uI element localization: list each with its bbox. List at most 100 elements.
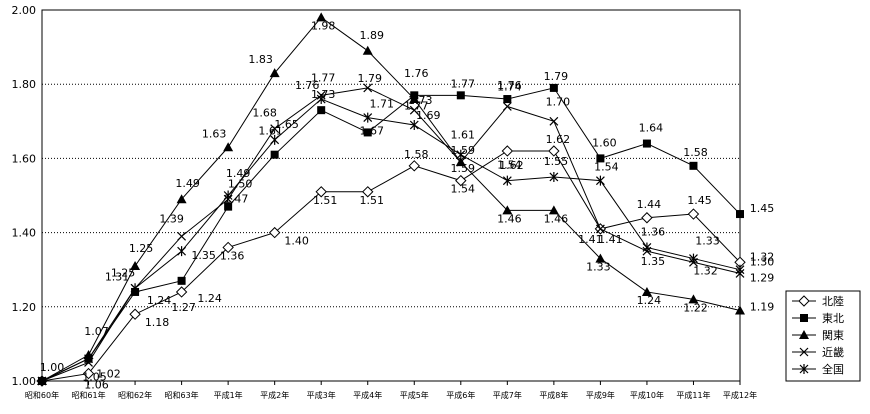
data-point-s5-3 [130, 283, 140, 294]
data-label-s2-12: 1.79 [544, 70, 569, 83]
data-point-s2-12 [549, 83, 558, 92]
data-label-s1-14: 1.44 [637, 198, 662, 211]
data-label-s4-9: 1.73 [408, 94, 433, 107]
data-label-s2-4: 1.27 [171, 301, 196, 314]
data-point-s3-7 [316, 12, 327, 22]
data-point-s3-16 [735, 305, 745, 315]
data-label-s5-16: 1.30 [750, 256, 775, 269]
data-label-s3-9: 1.76 [404, 67, 429, 80]
data-point-s1-3 [129, 308, 141, 320]
data-point-s5-8 [363, 112, 373, 123]
data-label-s1-7: 1.51 [313, 194, 338, 207]
data-label-s3-16: 1.19 [750, 301, 775, 314]
x-tick-label: 昭和61年 [71, 390, 105, 400]
data-label-s1-10: 1.54 [451, 183, 476, 196]
data-point-s1-5 [222, 241, 234, 254]
data-label-s5-12: 1.55 [544, 155, 569, 168]
data-point-s2-7 [317, 106, 326, 115]
data-label-s1-16: 1.32 [750, 250, 775, 263]
data-label-s3-14: 1.24 [637, 294, 662, 307]
data-label-s2-15: 1.58 [683, 146, 708, 159]
data-point-s1-11 [501, 145, 514, 157]
data-label-s1-2: 1.02 [96, 368, 121, 381]
legend-box [785, 290, 861, 382]
data-point-s1-2 [82, 367, 95, 380]
y-tick-label: 1.80 [12, 78, 37, 91]
data-point-s4-12 [549, 116, 559, 126]
data-point-s1-15 [687, 208, 700, 220]
data-label-s1-6: 1.40 [284, 235, 309, 248]
x-tick-label: 平成2年 [260, 390, 289, 400]
x-tick-label: 平成6年 [446, 390, 475, 400]
data-point-s1-10 [455, 174, 467, 187]
data-label-s4-4: 1.39 [159, 212, 184, 225]
legend-marker-4 [799, 347, 809, 357]
y-tick-label: 1.60 [12, 152, 37, 165]
data-label-s2-3: 1.24 [147, 294, 172, 307]
legend-label-5: 全国 [822, 362, 844, 376]
x-tick-label: 平成5年 [400, 390, 429, 400]
data-point-s3-11 [502, 205, 513, 215]
legend-label-2: 東北 [822, 312, 844, 325]
data-label-s3-8: 1.89 [359, 29, 384, 42]
data-label-s1-4: 1.24 [197, 292, 222, 305]
data-label-s3-7: 1.98 [311, 19, 336, 32]
y-tick-label: 1.40 [12, 227, 37, 240]
data-label-s3-6: 1.83 [248, 53, 273, 66]
data-point-s5-10 [456, 149, 466, 160]
data-label-s2-10: 1.77 [451, 77, 476, 90]
x-tick-label: 平成3年 [307, 390, 336, 400]
data-label-s1-13: 1.41 [578, 233, 603, 246]
series-line-3 [41, 16, 741, 382]
data-label-s2-9: 1.77 [404, 99, 429, 112]
data-point-s2-6 [270, 150, 279, 159]
data-label-s5-10: 1.61 [451, 129, 476, 142]
data-point-s3-3 [130, 260, 141, 270]
data-label-s1-9: 1.58 [404, 148, 429, 161]
data-point-s2-4 [177, 276, 186, 285]
data-label-s2-2: 1.06 [84, 379, 109, 392]
data-point-s5-15 [689, 253, 698, 264]
data-point-s4-13 [595, 224, 605, 234]
legend-marker-1 [798, 295, 810, 307]
data-label-s5-11: 1.54 [497, 159, 522, 172]
data-label-s5-9: 1.69 [416, 109, 441, 122]
data-label-s5-4: 1.35 [191, 249, 216, 262]
data-label-s4-10: 1.59 [451, 162, 476, 175]
data-point-s5-4 [177, 246, 187, 257]
data-label-s5-5: 1.50 [228, 178, 253, 191]
data-label-s3-15: 1.22 [683, 301, 708, 314]
data-label-s3-11: 1.46 [497, 212, 522, 225]
data-label-s4-13: 1.41 [598, 233, 623, 246]
data-point-s2-10 [456, 91, 465, 100]
data-point-s1-6 [268, 226, 281, 239]
data-point-s2-16 [736, 210, 744, 219]
data-point-s3-14 [641, 286, 652, 296]
plot-area-frame [41, 9, 741, 382]
data-label-s3-12: 1.46 [544, 212, 569, 225]
data-point-s4-9 [409, 105, 419, 115]
data-label-s4-14: 1.35 [641, 255, 666, 268]
data-label-s1-11: 1.62 [499, 159, 524, 172]
data-label-s4-7: 1.77 [311, 71, 336, 84]
data-point-s1-9 [408, 160, 420, 172]
data-label-s4-11: 1.74 [497, 80, 522, 93]
data-label-s2-16: 1.45 [750, 202, 775, 215]
data-label-s2-8: 1.67 [359, 124, 384, 137]
data-label-s1-15: 1.45 [687, 194, 712, 207]
x-tick-label: 平成7年 [493, 390, 522, 400]
series-line-2 [41, 87, 741, 382]
data-point-s4-8 [363, 83, 373, 93]
data-point-s1-8 [362, 186, 374, 198]
data-point-s5-1 [37, 376, 47, 386]
data-label-s3-13: 1.33 [586, 261, 611, 274]
data-point-s1-12 [548, 145, 560, 157]
data-label-s2-14: 1.64 [639, 122, 664, 135]
data-label-s4-15: 1.32 [693, 264, 718, 277]
x-tick-label: 平成9年 [586, 390, 615, 400]
data-point-s2-14 [642, 139, 651, 148]
data-point-s4-10 [456, 157, 466, 167]
data-label-s5-8: 1.71 [369, 98, 394, 111]
data-label-s4-16: 1.29 [750, 271, 775, 284]
